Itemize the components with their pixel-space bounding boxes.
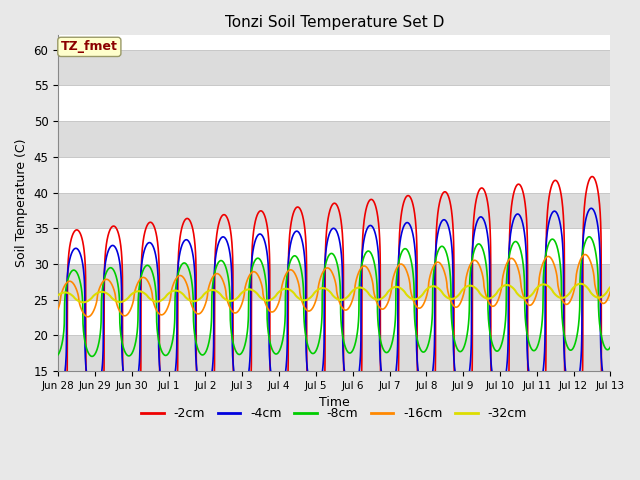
- Bar: [58, 192, 611, 228]
- Bar: [58, 157, 611, 192]
- Bar: [58, 336, 611, 371]
- Bar: [58, 228, 611, 264]
- Title: Tonzi Soil Temperature Set D: Tonzi Soil Temperature Set D: [225, 15, 444, 30]
- X-axis label: Time: Time: [319, 396, 349, 409]
- Bar: [58, 49, 611, 85]
- Y-axis label: Soil Temperature (C): Soil Temperature (C): [15, 139, 28, 267]
- Bar: [58, 121, 611, 157]
- Legend: -2cm, -4cm, -8cm, -16cm, -32cm: -2cm, -4cm, -8cm, -16cm, -32cm: [136, 402, 532, 425]
- Bar: [58, 300, 611, 336]
- Text: TZ_fmet: TZ_fmet: [61, 40, 118, 53]
- Bar: [58, 264, 611, 300]
- Bar: [58, 85, 611, 121]
